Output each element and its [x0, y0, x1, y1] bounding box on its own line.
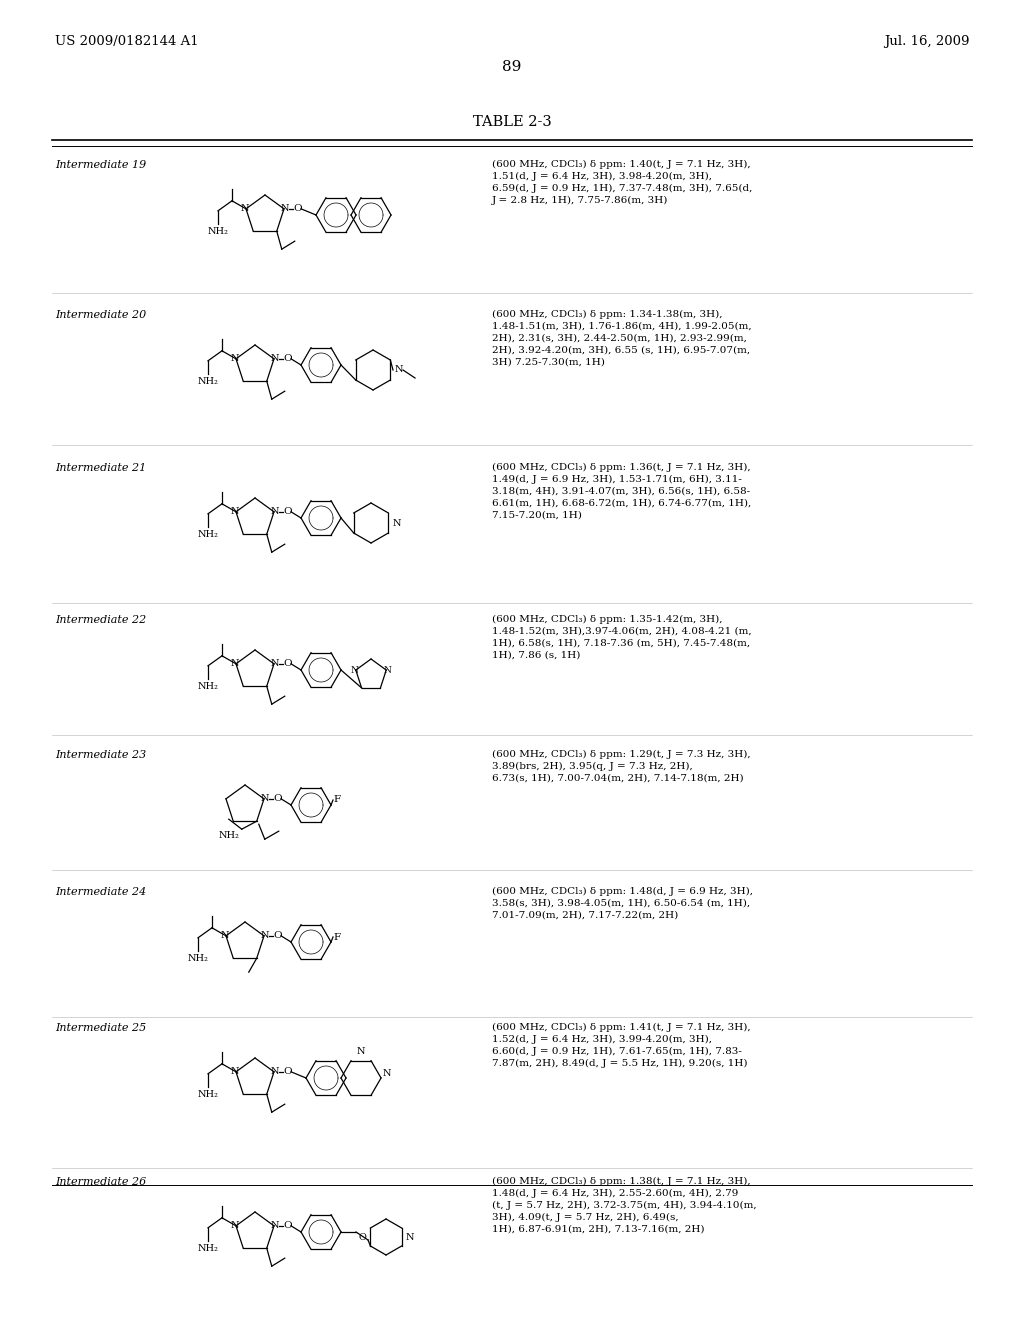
Text: O: O — [284, 1068, 292, 1076]
Text: NH₂: NH₂ — [208, 227, 228, 236]
Text: Intermediate 24: Intermediate 24 — [55, 887, 146, 898]
Text: (600 MHz, CDCl₃) δ ppm: 1.35-1.42(m, 3H),
1.48-1.52(m, 3H),3.97-4.06(m, 2H), 4.0: (600 MHz, CDCl₃) δ ppm: 1.35-1.42(m, 3H)… — [492, 615, 752, 660]
Text: N: N — [356, 1047, 366, 1056]
Text: NH₂: NH₂ — [218, 832, 240, 841]
Text: NH₂: NH₂ — [198, 682, 218, 690]
Text: N: N — [351, 665, 358, 675]
Text: N: N — [270, 1068, 280, 1076]
Text: N: N — [270, 507, 280, 516]
Text: NH₂: NH₂ — [187, 954, 209, 962]
Text: NH₂: NH₂ — [198, 1243, 218, 1253]
Text: N: N — [221, 932, 229, 940]
Text: N: N — [270, 659, 280, 668]
Text: Intermediate 20: Intermediate 20 — [55, 310, 146, 319]
Text: (600 MHz, CDCl₃) δ ppm: 1.36(t, J = 7.1 Hz, 3H),
1.49(d, J = 6.9 Hz, 3H), 1.53-1: (600 MHz, CDCl₃) δ ppm: 1.36(t, J = 7.1 … — [492, 463, 752, 520]
Text: Intermediate 19: Intermediate 19 — [55, 160, 146, 170]
Text: O: O — [294, 205, 302, 214]
Text: F: F — [333, 932, 340, 941]
Text: N: N — [395, 366, 403, 375]
Text: (600 MHz, CDCl₃) δ ppm: 1.40(t, J = 7.1 Hz, 3H),
1.51(d, J = 6.4 Hz, 3H), 3.98-4: (600 MHz, CDCl₃) δ ppm: 1.40(t, J = 7.1 … — [492, 160, 753, 205]
Text: US 2009/0182144 A1: US 2009/0182144 A1 — [55, 36, 199, 48]
Text: O: O — [284, 1221, 292, 1230]
Text: Intermediate 22: Intermediate 22 — [55, 615, 146, 624]
Text: N: N — [393, 519, 401, 528]
Text: (600 MHz, CDCl₃) δ ppm: 1.29(t, J = 7.3 Hz, 3H),
3.89(brs, 2H), 3.95(q, J = 7.3 : (600 MHz, CDCl₃) δ ppm: 1.29(t, J = 7.3 … — [492, 750, 751, 783]
Text: O: O — [284, 659, 292, 668]
Text: NH₂: NH₂ — [198, 376, 218, 385]
Text: O: O — [358, 1233, 366, 1242]
Text: N: N — [270, 1221, 280, 1230]
Text: N: N — [230, 354, 240, 363]
Text: O: O — [284, 354, 292, 363]
Text: O: O — [273, 795, 283, 804]
Text: N: N — [383, 665, 391, 675]
Text: N: N — [383, 1068, 391, 1077]
Text: F: F — [333, 796, 340, 804]
Text: Intermediate 21: Intermediate 21 — [55, 463, 146, 473]
Text: Intermediate 26: Intermediate 26 — [55, 1177, 146, 1187]
Text: NH₂: NH₂ — [198, 529, 218, 539]
Text: N: N — [270, 354, 280, 363]
Text: (600 MHz, CDCl₃) δ ppm: 1.41(t, J = 7.1 Hz, 3H),
1.52(d, J = 6.4 Hz, 3H), 3.99-4: (600 MHz, CDCl₃) δ ppm: 1.41(t, J = 7.1 … — [492, 1023, 751, 1068]
Text: N: N — [241, 205, 249, 214]
Text: N: N — [281, 205, 289, 214]
Text: NH₂: NH₂ — [198, 1090, 218, 1098]
Text: N: N — [261, 932, 269, 940]
Text: N: N — [230, 659, 240, 668]
Text: N: N — [230, 507, 240, 516]
Text: Intermediate 25: Intermediate 25 — [55, 1023, 146, 1034]
Text: Intermediate 23: Intermediate 23 — [55, 750, 146, 760]
Text: (600 MHz, CDCl₃) δ ppm: 1.48(d, J = 6.9 Hz, 3H),
3.58(s, 3H), 3.98-4.05(m, 1H), : (600 MHz, CDCl₃) δ ppm: 1.48(d, J = 6.9 … — [492, 887, 753, 920]
Text: O: O — [273, 932, 283, 940]
Text: N: N — [230, 1221, 240, 1230]
Text: O: O — [284, 507, 292, 516]
Text: 89: 89 — [503, 59, 521, 74]
Text: (600 MHz, CDCl₃) δ ppm: 1.34-1.38(m, 3H),
1.48-1.51(m, 3H), 1.76-1.86(m, 4H), 1.: (600 MHz, CDCl₃) δ ppm: 1.34-1.38(m, 3H)… — [492, 310, 752, 367]
Text: N: N — [407, 1233, 415, 1242]
Text: N: N — [261, 795, 269, 804]
Text: Jul. 16, 2009: Jul. 16, 2009 — [885, 36, 970, 48]
Text: TABLE 2-3: TABLE 2-3 — [473, 115, 551, 129]
Text: (600 MHz, CDCl₃) δ ppm: 1.38(t, J = 7.1 Hz, 3H),
1.48(d, J = 6.4 Hz, 3H), 2.55-2: (600 MHz, CDCl₃) δ ppm: 1.38(t, J = 7.1 … — [492, 1177, 757, 1234]
Text: N: N — [230, 1068, 240, 1076]
